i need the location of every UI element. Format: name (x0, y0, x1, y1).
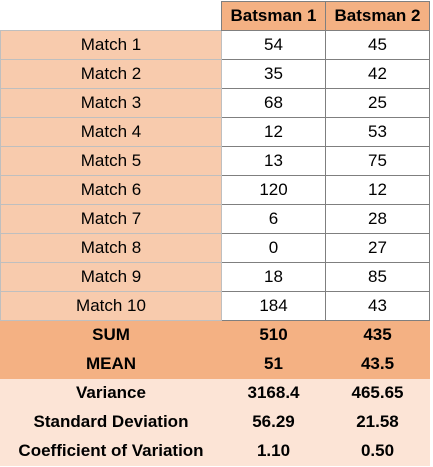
batsman-1-coefficient-of-variation: 1.10 (222, 437, 326, 466)
batsman-2-standard-deviation: 21.58 (326, 408, 430, 437)
batsman-1-standard-deviation: 56.29 (222, 408, 326, 437)
batsman-1-score: 13 (222, 147, 326, 176)
match-row: Match 7 6 28 (1, 205, 430, 234)
batsman-2-score: 53 (326, 118, 430, 147)
sum-label: SUM (1, 321, 222, 350)
batsman-2-score: 45 (326, 31, 430, 60)
batsman-2-mean: 43.5 (326, 350, 430, 379)
variance-row: Variance 3168.4 465.65 (1, 379, 430, 408)
mean-label: MEAN (1, 350, 222, 379)
batsman-1-variance: 3168.4 (222, 379, 326, 408)
batsman-1-score: 54 (222, 31, 326, 60)
batsman-1-mean: 51 (222, 350, 326, 379)
match-label: Match 2 (1, 60, 222, 89)
mean-row: MEAN 51 43.5 (1, 350, 430, 379)
match-label: Match 7 (1, 205, 222, 234)
match-label: Match 10 (1, 292, 222, 321)
batsman-1-score: 0 (222, 234, 326, 263)
batsman-2-score: 43 (326, 292, 430, 321)
batsman-1-sum: 510 (222, 321, 326, 350)
header-row: Batsman 1 Batsman 2 (1, 2, 430, 31)
batsman-1-score: 68 (222, 89, 326, 118)
batsman-2-score: 85 (326, 263, 430, 292)
batsman-2-sum: 435 (326, 321, 430, 350)
batsman-2-score: 27 (326, 234, 430, 263)
standard-deviation-label: Standard Deviation (1, 408, 222, 437)
match-row: Match 3 68 25 (1, 89, 430, 118)
batsman-1-score: 18 (222, 263, 326, 292)
batsman-2-score: 42 (326, 60, 430, 89)
batsman-1-score: 12 (222, 118, 326, 147)
match-row: Match 2 35 42 (1, 60, 430, 89)
match-label: Match 6 (1, 176, 222, 205)
match-label: Match 8 (1, 234, 222, 263)
match-row: Match 5 13 75 (1, 147, 430, 176)
batsman-2-score: 28 (326, 205, 430, 234)
batsman-1-score: 6 (222, 205, 326, 234)
match-row: Match 1 54 45 (1, 31, 430, 60)
match-label: Match 3 (1, 89, 222, 118)
batsman-1-score: 35 (222, 60, 326, 89)
variance-label: Variance (1, 379, 222, 408)
sum-row: SUM 510 435 (1, 321, 430, 350)
match-label: Match 1 (1, 31, 222, 60)
batsman-2-coefficient-of-variation: 0.50 (326, 437, 430, 466)
match-row: Match 6 120 12 (1, 176, 430, 205)
batsman-1-score: 120 (222, 176, 326, 205)
column-header-batsman-1: Batsman 1 (222, 2, 326, 31)
match-label: Match 4 (1, 118, 222, 147)
batsman-2-variance: 465.65 (326, 379, 430, 408)
batsman-2-score: 25 (326, 89, 430, 118)
match-label: Match 5 (1, 147, 222, 176)
batsman-2-score: 75 (326, 147, 430, 176)
coefficient-of-variation-label: Coefficient of Variation (1, 437, 222, 466)
match-row: Match 9 18 85 (1, 263, 430, 292)
corner-cell (1, 2, 222, 31)
match-row: Match 8 0 27 (1, 234, 430, 263)
column-header-batsman-2: Batsman 2 (326, 2, 430, 31)
match-row: Match 4 12 53 (1, 118, 430, 147)
match-row: Match 10 184 43 (1, 292, 430, 321)
match-label: Match 9 (1, 263, 222, 292)
standard-deviation-row: Standard Deviation 56.29 21.58 (1, 408, 430, 437)
batsman-1-score: 184 (222, 292, 326, 321)
coefficient-of-variation-row: Coefficient of Variation 1.10 0.50 (1, 437, 430, 466)
batsman-2-score: 12 (326, 176, 430, 205)
